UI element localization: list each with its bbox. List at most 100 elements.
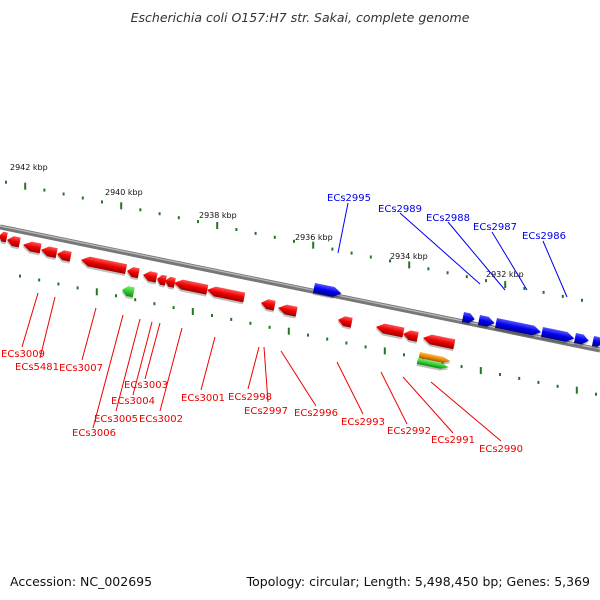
major-tick [191, 308, 194, 315]
major-tick [408, 261, 411, 269]
gene-body [277, 304, 298, 317]
gene-label-ECs3002[interactable]: ECs3002 [139, 414, 183, 425]
gene-label-ECs3004[interactable]: ECs3004 [111, 396, 155, 407]
forward-gene[interactable] [494, 318, 542, 339]
gene-body [337, 316, 353, 328]
gene-label-ECs3007[interactable]: ECs3007 [59, 363, 103, 374]
forward-callout-lines [337, 202, 568, 298]
reverse-gene[interactable] [126, 266, 140, 281]
minor-tick [81, 196, 84, 200]
reverse-gene[interactable] [164, 276, 176, 290]
reverse-gene[interactable] [142, 270, 158, 285]
scale-label: 2932 kbp [486, 270, 524, 279]
minor-tick [211, 314, 213, 317]
gene-label-ECs3005[interactable]: ECs3005 [94, 414, 138, 425]
gene-label-ECs2991[interactable]: ECs2991 [431, 435, 475, 446]
minor-tick [235, 228, 238, 231]
gene-body [540, 327, 575, 342]
reverse-gene[interactable] [402, 329, 419, 344]
reverse-gene[interactable] [206, 285, 246, 305]
forward-gene[interactable] [461, 312, 476, 326]
gene-label-ECs5481[interactable]: ECs5481 [15, 362, 59, 373]
reverse-gene[interactable] [422, 333, 456, 352]
reverse-gene[interactable] [40, 245, 58, 260]
gene-label-ECs3001[interactable]: ECs3001 [181, 393, 225, 404]
reverse-gene[interactable] [22, 240, 42, 256]
reverse-gene[interactable] [173, 278, 209, 297]
minor-tick [537, 380, 540, 384]
major-tick [383, 347, 386, 355]
major-tick [216, 222, 219, 229]
minor-tick [172, 306, 175, 310]
gene-label-ECs2990[interactable]: ECs2990 [479, 444, 523, 455]
forward-gene[interactable] [540, 327, 576, 345]
scale-label: 2940 kbp [105, 188, 143, 197]
gene-body [56, 250, 72, 262]
minor-tick [465, 275, 468, 279]
gene-label-ECs2992[interactable]: ECs2992 [387, 426, 431, 437]
minor-tick [139, 208, 142, 212]
rna-gene[interactable] [121, 285, 135, 300]
reverse-gene[interactable] [337, 315, 353, 330]
minor-tick [62, 192, 65, 196]
gene-label-ECs2986[interactable]: ECs2986 [522, 231, 566, 242]
minor-tick [293, 239, 295, 243]
minor-tick [19, 274, 21, 278]
gene-label-ECs2998[interactable]: ECs2998 [228, 392, 272, 403]
minor-tick [101, 200, 103, 204]
gene-body [156, 274, 167, 286]
gene-label-ECs2997[interactable]: ECs2997 [244, 406, 288, 417]
reverse-gene[interactable] [6, 235, 21, 250]
gene-body [416, 358, 449, 369]
rna-gene[interactable] [416, 358, 449, 372]
minor-tick [326, 337, 329, 341]
minor-tick [485, 279, 487, 283]
gene-label-ECs2987[interactable]: ECs2987 [473, 222, 517, 233]
minor-tick [369, 255, 372, 259]
gene-label-ECs2993[interactable]: ECs2993 [341, 417, 385, 428]
reverse-gene[interactable] [375, 322, 405, 340]
genome-summary-text: Topology: circular; Length: 5,498,450 bp… [246, 574, 590, 589]
reverse-gene[interactable] [260, 298, 276, 313]
accession-text: Accession: NC_002695 [10, 574, 153, 589]
gene-body [418, 352, 451, 363]
gene-body [40, 246, 58, 259]
gene-body [494, 318, 542, 336]
reverse-gene[interactable] [0, 231, 8, 245]
forward-gene[interactable] [312, 283, 343, 300]
minor-tick [518, 376, 521, 380]
misc-feature[interactable] [418, 352, 451, 366]
gene-body [173, 279, 209, 295]
scale-label: 2942 kbp [10, 163, 48, 172]
reverse-gene[interactable] [156, 274, 167, 288]
minor-tick [158, 212, 161, 216]
major-tick [287, 327, 290, 335]
minor-tick [403, 353, 405, 357]
gene-label-ECs3003[interactable]: ECs3003 [124, 380, 168, 391]
minor-tick [561, 294, 564, 298]
gene-label-ECs3009[interactable]: ECs3009 [1, 349, 45, 360]
gene-body [375, 323, 405, 338]
gene-body [402, 330, 419, 342]
minor-tick [273, 235, 276, 239]
forward-gene[interactable] [573, 333, 590, 348]
gene-label-ECs3006[interactable]: ECs3006 [72, 428, 116, 439]
major-tick [504, 281, 507, 289]
minor-tick [389, 259, 391, 263]
gene-label-ECs2989[interactable]: ECs2989 [378, 204, 422, 215]
gene-body [206, 286, 246, 303]
major-tick [120, 202, 123, 210]
minor-tick [76, 286, 79, 290]
reverse-gene[interactable] [56, 249, 72, 264]
gene-label-ECs2988[interactable]: ECs2988 [426, 213, 470, 224]
forward-gene[interactable] [477, 315, 496, 330]
minor-tick [57, 282, 60, 286]
gene-label-ECs2995[interactable]: ECs2995 [327, 193, 371, 204]
gene-body [477, 315, 495, 327]
reverse-gene[interactable] [277, 303, 298, 319]
minor-tick [307, 333, 309, 337]
gene-label-ECs2996[interactable]: ECs2996 [294, 408, 338, 419]
minor-tick [523, 287, 526, 290]
reverse-gene[interactable] [80, 255, 128, 276]
major-tick [479, 367, 482, 375]
